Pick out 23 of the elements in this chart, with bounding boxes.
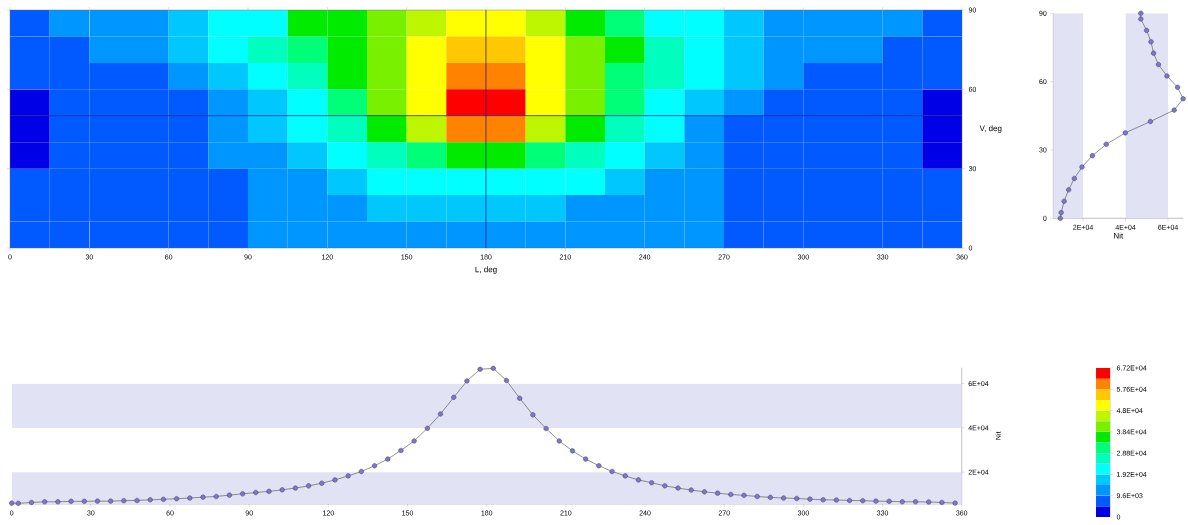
point (1071, 175, 1077, 181)
point (1171, 107, 1177, 113)
point (1122, 130, 1128, 136)
point (1138, 16, 1144, 22)
point (1148, 39, 1154, 45)
point (1144, 27, 1150, 33)
point (1057, 215, 1063, 221)
y-axis-title: V, deg (979, 125, 1002, 133)
point (1138, 10, 1144, 16)
x-axis-title: Nit (1114, 232, 1124, 239)
point (1151, 50, 1157, 56)
point (1079, 164, 1085, 170)
point (1164, 73, 1170, 79)
point (1155, 62, 1162, 68)
point (1058, 210, 1064, 216)
point (1103, 141, 1109, 147)
point (1175, 84, 1181, 90)
x-axis-title: L, deg (475, 266, 497, 274)
point (1180, 96, 1186, 102)
point (1061, 198, 1067, 204)
point (1147, 118, 1153, 125)
point (1089, 153, 1095, 159)
point (1066, 187, 1072, 193)
